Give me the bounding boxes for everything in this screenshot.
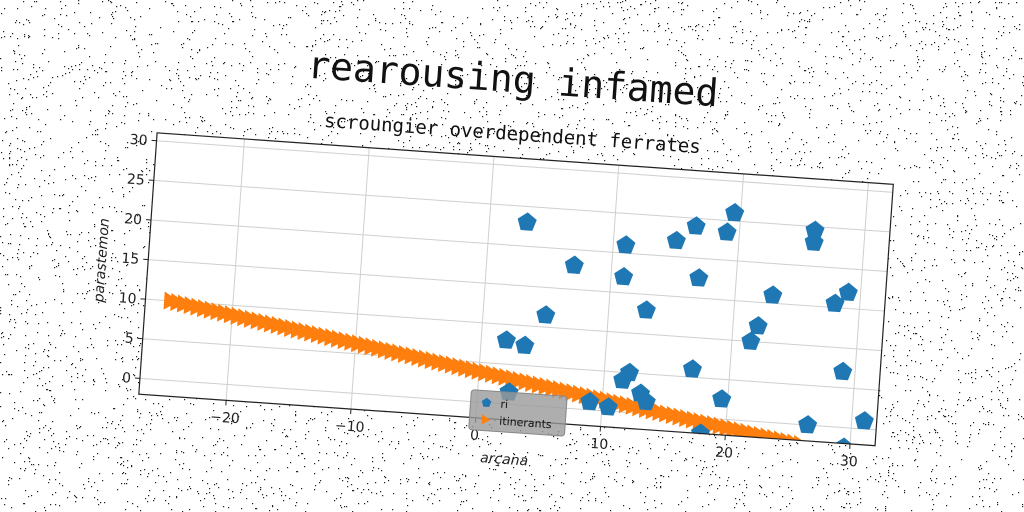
legend-marker-itinerants (481, 414, 491, 425)
x-tick-label: −20 (210, 409, 241, 427)
data-point-ri (825, 293, 845, 313)
y-gridline (148, 259, 885, 312)
x-axis-label: arçana (480, 450, 529, 469)
y-gridline (153, 179, 891, 233)
data-point-ri (805, 220, 825, 240)
y-tick-label: 25 (126, 172, 145, 189)
y-tick-label: 10 (118, 290, 137, 307)
data-point-ri (515, 335, 535, 355)
y-gridline (156, 140, 893, 193)
data-point-ri (536, 305, 556, 324)
data-point-ri (496, 330, 516, 349)
data-point-ri (798, 415, 818, 434)
plot-area: −20 −10 0 10 20 30 0 5 10 15 20 25 30 arçana parastemo… (91, 132, 894, 471)
y-axis-label: parastemon (91, 218, 113, 304)
chart-title: rearousing infamed (306, 43, 720, 116)
data-point-ri (580, 391, 600, 411)
y-gridline (142, 338, 879, 391)
legend: ri itinerants (468, 389, 568, 437)
data-point-ri (763, 285, 783, 304)
data-point-ri (613, 370, 633, 389)
legend-marker-ri (481, 397, 492, 407)
data-point-ri (717, 222, 737, 241)
data-point-ri (666, 230, 686, 250)
y-tick-label: 0 (121, 370, 131, 387)
legend-label-itinerants: itinerants (499, 415, 552, 432)
data-point-ri (689, 268, 709, 287)
legend-box (468, 389, 568, 437)
data-point-ri (616, 235, 636, 254)
y-tick-label: 5 (124, 331, 134, 348)
data-point-ri (854, 411, 874, 430)
data-point-ri (834, 437, 854, 446)
x-gridline (849, 182, 869, 444)
legend-label-ri: ri (500, 398, 508, 411)
data-point-ri (636, 391, 656, 411)
x-gridline (600, 165, 620, 427)
data-point-ri (725, 203, 745, 222)
y-gridline (150, 219, 888, 272)
plot-background (138, 132, 894, 446)
data-point-ri (636, 300, 656, 319)
x-tick-label: 0 (469, 427, 479, 444)
data-point-ri (748, 316, 768, 335)
data-point-ri (804, 232, 824, 251)
data-point-ri (838, 282, 858, 302)
x-gridline (350, 147, 370, 410)
data-point-ri (614, 266, 634, 286)
data-point-ri (683, 359, 703, 378)
y-tick-label: 15 (121, 251, 140, 268)
data-point-ri (686, 216, 706, 235)
x-gridline (225, 138, 245, 401)
data-point-ri (598, 397, 618, 416)
y-tick-label: 20 (124, 211, 143, 228)
x-tick-label: 30 (839, 453, 858, 470)
data-point-ri (517, 212, 537, 231)
data-point-ri (741, 331, 761, 350)
x-tick-label: −10 (334, 418, 365, 436)
y-tick-label: 30 (129, 132, 148, 149)
x-tick-label: 10 (590, 436, 609, 453)
data-point-ri (564, 255, 584, 274)
data-point-ri (712, 389, 732, 408)
data-point-ri (833, 361, 853, 381)
x-tick-label: 20 (715, 445, 734, 462)
